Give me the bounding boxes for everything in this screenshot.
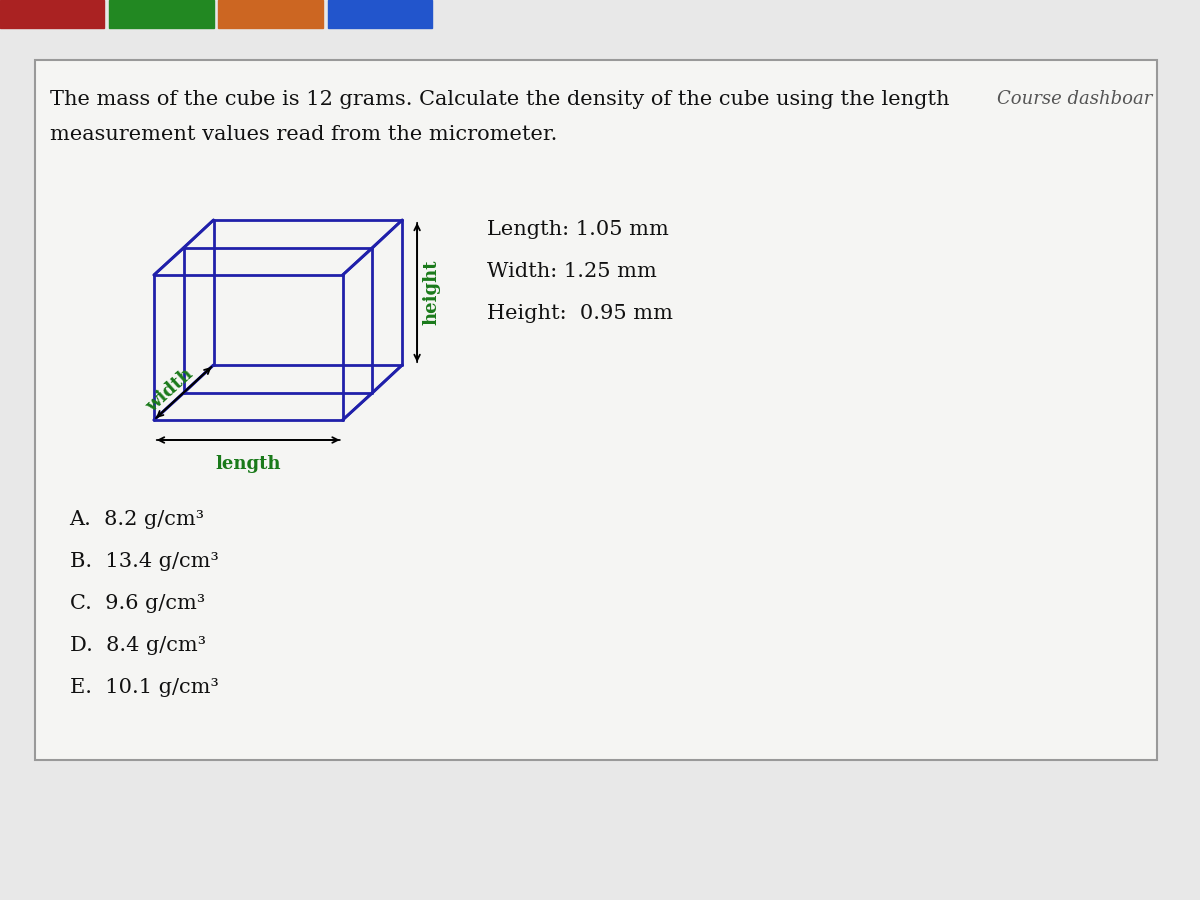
Text: The mass of the cube is 12 grams. Calculate the density of the cube using the le: The mass of the cube is 12 grams. Calcul… (49, 90, 949, 109)
Text: Width: 1.25 mm: Width: 1.25 mm (487, 262, 656, 281)
Text: A.  8.2 g/cm³: A. 8.2 g/cm³ (70, 510, 204, 529)
Text: B.  13.4 g/cm³: B. 13.4 g/cm³ (70, 552, 218, 571)
Text: width: width (143, 365, 197, 416)
FancyBboxPatch shape (35, 60, 1157, 760)
Text: height: height (422, 260, 440, 325)
Text: D.  8.4 g/cm³: D. 8.4 g/cm³ (70, 636, 205, 655)
Bar (328, 0, 432, 28)
Bar (218, 0, 323, 28)
Bar (109, 0, 214, 28)
Bar (0, 0, 104, 28)
Text: measurement values read from the micrometer.: measurement values read from the microme… (49, 125, 557, 144)
Text: Length: 1.05 mm: Length: 1.05 mm (487, 220, 668, 239)
Text: Height:  0.95 mm: Height: 0.95 mm (487, 304, 673, 323)
Text: length: length (216, 455, 281, 473)
Text: C.  9.6 g/cm³: C. 9.6 g/cm³ (70, 594, 205, 613)
Text: E.  10.1 g/cm³: E. 10.1 g/cm³ (70, 678, 218, 697)
Text: Course dashboar: Course dashboar (997, 90, 1152, 108)
